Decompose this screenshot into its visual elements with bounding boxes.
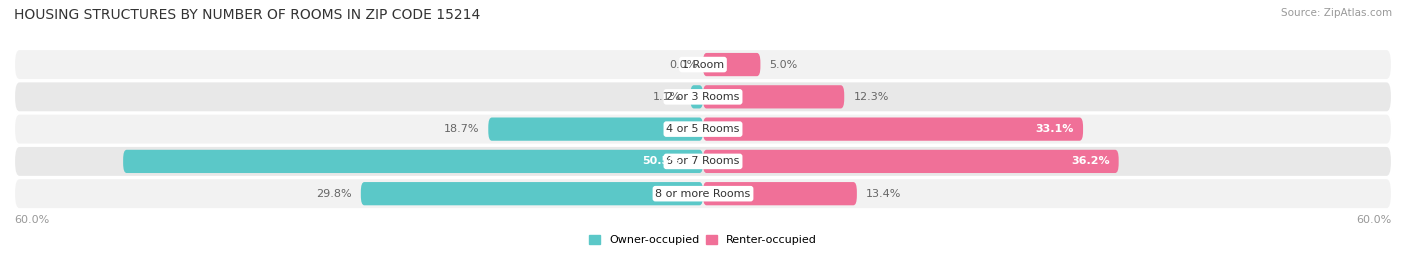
FancyBboxPatch shape [14, 114, 1392, 145]
Text: Source: ZipAtlas.com: Source: ZipAtlas.com [1281, 8, 1392, 18]
FancyBboxPatch shape [14, 49, 1392, 80]
Text: 1.1%: 1.1% [652, 92, 681, 102]
FancyBboxPatch shape [14, 146, 1392, 177]
Text: 4 or 5 Rooms: 4 or 5 Rooms [666, 124, 740, 134]
Text: 29.8%: 29.8% [316, 189, 352, 199]
Text: 1 Room: 1 Room [682, 59, 724, 70]
FancyBboxPatch shape [14, 178, 1392, 209]
FancyBboxPatch shape [488, 118, 703, 141]
FancyBboxPatch shape [124, 150, 703, 173]
FancyBboxPatch shape [703, 150, 1119, 173]
FancyBboxPatch shape [703, 182, 856, 205]
Text: 2 or 3 Rooms: 2 or 3 Rooms [666, 92, 740, 102]
Text: 18.7%: 18.7% [444, 124, 479, 134]
Text: 6 or 7 Rooms: 6 or 7 Rooms [666, 156, 740, 167]
Text: 8 or more Rooms: 8 or more Rooms [655, 189, 751, 199]
FancyBboxPatch shape [703, 85, 844, 108]
Legend: Owner-occupied, Renter-occupied: Owner-occupied, Renter-occupied [585, 230, 821, 249]
Text: 36.2%: 36.2% [1071, 156, 1109, 167]
Text: 50.5%: 50.5% [641, 156, 681, 167]
FancyBboxPatch shape [703, 53, 761, 76]
FancyBboxPatch shape [690, 85, 703, 108]
Text: 33.1%: 33.1% [1035, 124, 1074, 134]
Text: HOUSING STRUCTURES BY NUMBER OF ROOMS IN ZIP CODE 15214: HOUSING STRUCTURES BY NUMBER OF ROOMS IN… [14, 8, 481, 22]
FancyBboxPatch shape [14, 81, 1392, 112]
Text: 60.0%: 60.0% [14, 215, 49, 225]
FancyBboxPatch shape [703, 118, 1083, 141]
Text: 5.0%: 5.0% [769, 59, 797, 70]
Text: 13.4%: 13.4% [866, 189, 901, 199]
Text: 12.3%: 12.3% [853, 92, 889, 102]
Text: 0.0%: 0.0% [669, 59, 697, 70]
Text: 60.0%: 60.0% [1357, 215, 1392, 225]
FancyBboxPatch shape [361, 182, 703, 205]
